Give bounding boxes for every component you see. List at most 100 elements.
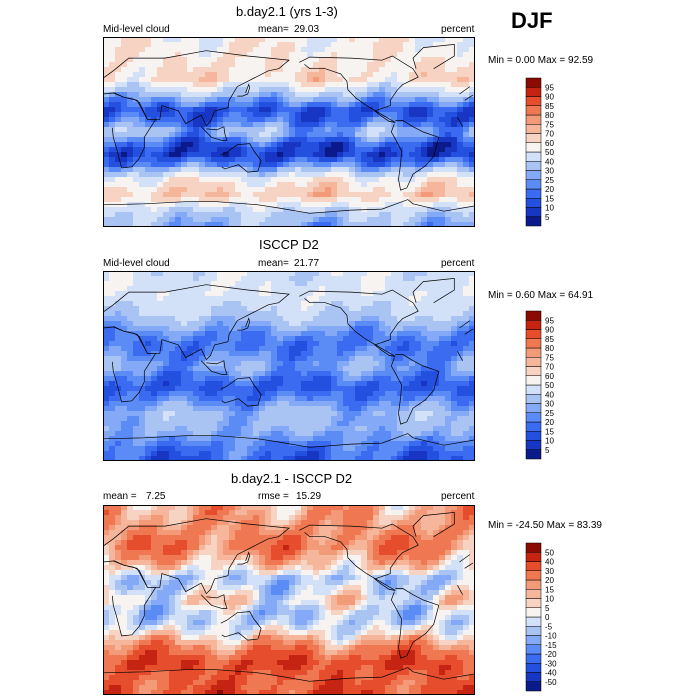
panel-1-colorbar-label-5: 30 [545, 167, 554, 176]
panel-1-colorbar-box-12 [525, 105, 542, 116]
panel-3-rmse-label: rmse = [258, 491, 289, 502]
panel-1-variable: Mid-level cloud [103, 24, 170, 35]
coastline-1 [111, 560, 474, 637]
panel-1-colorbar-box-10 [525, 124, 542, 134]
panel-2-colorbar-label-11: 80 [545, 344, 554, 353]
panel-1-colorbar-label-13: 90 [545, 93, 554, 102]
panel-2-field [103, 271, 475, 461]
coastline-4 [220, 143, 262, 173]
panel-3-colorbar-box-0 [525, 681, 542, 692]
panel-3-colorbar-box-13 [525, 561, 542, 571]
panel-2-colorbar-box-2 [525, 431, 542, 441]
panel-1-colorbar-box-7 [525, 151, 542, 162]
coastline-antarctica [103, 667, 475, 682]
panel-1-colorbar-label-8: 60 [545, 139, 554, 148]
panel-1-colorbar-label-11: 80 [545, 111, 554, 120]
panel-2-colorbar-label-3: 20 [545, 418, 554, 427]
panel-3-colorbar-label-2: -30 [545, 659, 557, 668]
coastline-3 [390, 120, 440, 191]
map-frame [103, 271, 475, 461]
panel-1-map [103, 37, 475, 227]
panel-2-colorbar-label-0: 5 [545, 446, 550, 455]
panel-3-colorbar-label-6: -5 [545, 622, 553, 631]
panel-2-map [103, 271, 475, 461]
panel-2-colorbar-box-14 [525, 320, 542, 330]
panel-1-colorbar-label-2: 15 [545, 194, 554, 203]
coastline-antarctica [103, 199, 475, 214]
panel-3-mean-label: mean = [103, 491, 137, 502]
coastline-4 [220, 611, 262, 641]
panel-2-mean-label: mean= [258, 258, 289, 269]
panel-1-colorbar-label-0: 5 [545, 213, 550, 222]
panel-2-colorbar-box-9 [525, 366, 542, 376]
panel-2-colorbar-box-10 [525, 357, 542, 367]
panel-2-colorbar-label-12: 85 [545, 335, 554, 344]
panel-1-colorbar-label-6: 40 [545, 157, 554, 166]
panel-2-colorbar-label-14: 95 [545, 316, 554, 325]
map-frame [103, 37, 475, 227]
panel-2-colorbar-label-7: 50 [545, 381, 554, 390]
panel-1-colorbar-box-11 [525, 114, 542, 125]
panel-1-colorbar-box-3 [525, 188, 542, 199]
coastline-2 [299, 289, 419, 357]
coastline-7 [200, 594, 228, 609]
panel-3-colorbar-label-11: 20 [545, 576, 554, 585]
panel-2-colorbar-label-1: 10 [545, 437, 554, 446]
panel-3-map [103, 505, 475, 695]
coastline-7 [200, 126, 228, 141]
panel-3-colorbar-label-3: -20 [545, 650, 557, 659]
panel-3-colorbar-label-14: 50 [545, 548, 554, 557]
panel-1-colorbar-label-4: 25 [545, 176, 554, 185]
panel-3-colorbar-box-11 [525, 579, 542, 590]
panel-3-rmse-value: 15.29 [296, 491, 322, 502]
coastline-6 [237, 317, 251, 331]
map-frame [103, 505, 475, 695]
panel-2-range: Min = 0.60 Max = 64.91 [488, 290, 594, 301]
panel-3-colorbar-box-12 [525, 570, 542, 581]
panel-2-colorbar-box-7 [525, 384, 542, 395]
panel-2-colorbar-label-9: 70 [545, 363, 554, 372]
panel-1-colorbar-box-15 [525, 77, 542, 88]
panel-1-colorbar-label-7: 50 [545, 148, 554, 157]
panel-3-colorbar-box-6 [525, 626, 542, 636]
panel-1-title: b.day2.1 (yrs 1-3) [236, 4, 338, 19]
panel-1-units: percent [441, 24, 475, 35]
coastline-4 [220, 377, 262, 407]
panel-2-coastlines [103, 278, 475, 448]
panel-3-colorbar-label-9: 10 [545, 595, 554, 604]
panel-3-colorbar-box-14 [525, 552, 542, 562]
panel-3-range: Min = -24.50 Max = 83.39 [488, 520, 602, 531]
coastline-1 [111, 92, 474, 169]
panel-2-mean-value: 21.77 [294, 258, 320, 269]
panel-2-units: percent [441, 258, 475, 269]
panel-2-colorbar-box-4 [525, 412, 542, 423]
coastline-5 [412, 512, 455, 537]
panel-3-colorbar-box-1 [525, 672, 542, 682]
panel-1-colorbar-label-9: 70 [545, 130, 554, 139]
season-label: DJF [511, 8, 553, 33]
panel-2-colorbar-label-5: 30 [545, 400, 554, 409]
panel-3-mean-value: 7.25 [146, 491, 166, 502]
coastline-0 [103, 518, 471, 595]
panel-3-colorbar-box-9 [525, 598, 542, 608]
panel-3-colorbar-label-5: -10 [545, 632, 557, 641]
panel-3-coastlines [103, 512, 475, 682]
panel-2-colorbar-box-3 [525, 421, 542, 432]
panel-1-colorbar-box-4 [525, 179, 542, 190]
panel-1-colorbar-box-14 [525, 87, 542, 97]
panel-2-colorbar-box-11 [525, 347, 542, 358]
panel-2-colorbar-label-4: 25 [545, 409, 554, 418]
panel-3-colorbar-label-8: 5 [545, 604, 550, 613]
panel-2-colorbar-label-6: 40 [545, 390, 554, 399]
panel-1-colorbar-box-1 [525, 207, 542, 217]
coastline-0 [103, 50, 471, 127]
coastline-3 [390, 588, 440, 659]
panel-1-range: Min = 0.00 Max = 92.59 [488, 55, 594, 66]
panel-1-colorbar-box-2 [525, 198, 542, 208]
panel-1-colorbar-box-6 [525, 161, 542, 171]
coastline-2 [299, 523, 419, 591]
coastline-6 [237, 83, 251, 97]
panel-1-coastlines [103, 44, 475, 214]
